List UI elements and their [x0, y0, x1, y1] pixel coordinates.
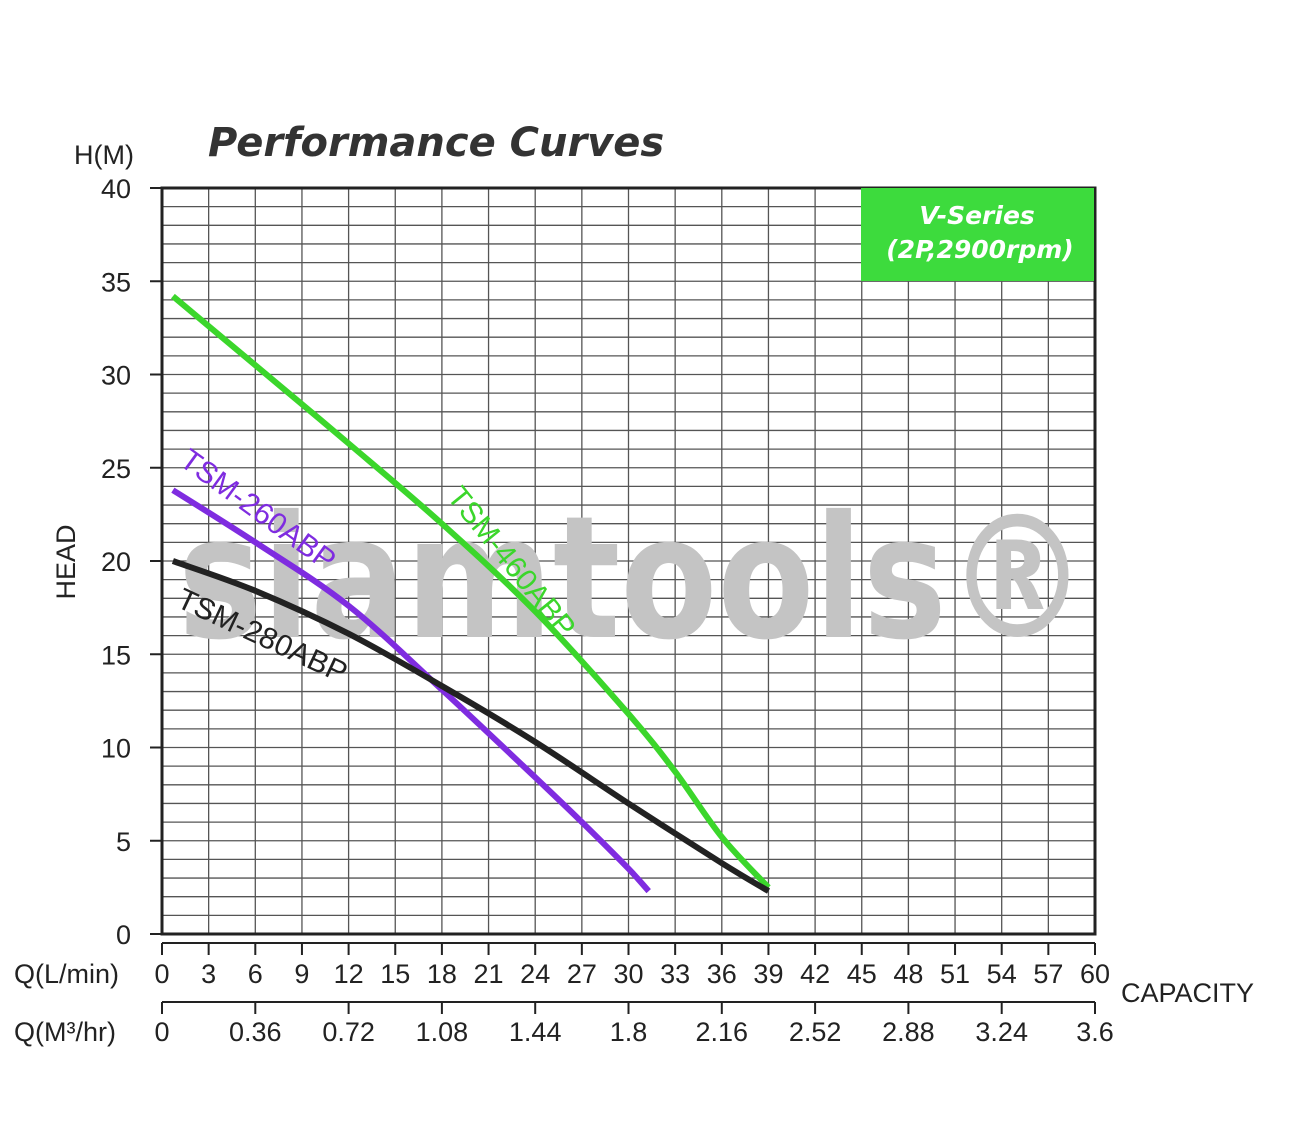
x-tick-label: 39: [753, 959, 783, 989]
x-secondary-axis: 0 0.36 0.72 1.08 1.44 1.8 2.16 2.52 2.88 3.24 3.6: [154, 1001, 1114, 1047]
x-secondary-tick-label: 1.44: [509, 1017, 562, 1047]
x-tick-label: 36: [707, 959, 737, 989]
y-axis-label: HEAD: [51, 524, 81, 599]
x-axis-label: CAPACITY: [1121, 978, 1254, 1008]
x-tick-label: 3: [201, 959, 216, 989]
x-tick-label: 12: [334, 959, 364, 989]
x-tick-label: 60: [1080, 959, 1110, 989]
x-axis: 0 3 6 9 12 15 18 21 24 27 30 33 36 39 42 45 48 51 54 57 60: [154, 942, 1110, 989]
x-secondary-tick-label: 0: [154, 1017, 169, 1047]
x-tick-label: 18: [427, 959, 457, 989]
x-secondary-tick-label: 2.52: [789, 1017, 842, 1047]
y-tick-label: 0: [116, 920, 131, 950]
y-tick-label: 35: [101, 267, 131, 297]
x-tick-label: 45: [847, 959, 877, 989]
series-layer: [170, 293, 771, 894]
series-line-tsm-260abp: [171, 487, 651, 894]
y-unit-label: H(M): [74, 140, 134, 170]
x-secondary-tick-label: 2.88: [882, 1017, 935, 1047]
x-tick-label: 54: [987, 959, 1017, 989]
x-tick-label: 15: [380, 959, 410, 989]
y-tick-label: 40: [101, 174, 131, 204]
x-secondary-tick-label: 2.16: [696, 1017, 749, 1047]
x-tick-label: 21: [474, 959, 504, 989]
x-tick-label: 42: [800, 959, 830, 989]
y-tick-label: 15: [101, 640, 131, 670]
badge-line1: V-Series: [919, 201, 1035, 230]
watermark: siamtools®: [178, 480, 1088, 678]
y-tick-label: 10: [101, 734, 131, 764]
x-secondary-tick-label: 0.72: [322, 1017, 375, 1047]
y-tick-label: 25: [101, 454, 131, 484]
watermark-text: siamtools®: [178, 480, 1088, 678]
badge-line2: (2P,2900rpm): [886, 235, 1073, 264]
x-tick-label: 33: [660, 959, 690, 989]
x-secondary-tick-label: 3.24: [975, 1017, 1028, 1047]
x-tick-label: 30: [613, 959, 643, 989]
x-tick-label: 48: [893, 959, 923, 989]
x-secondary-tick-label: 1.08: [416, 1017, 469, 1047]
series-line-tsm-280abp: [171, 558, 771, 894]
x-secondary-axis-label: Q(M³/hr): [14, 1017, 116, 1047]
y-tick-label: 30: [101, 361, 131, 391]
y-tick-label: 20: [101, 547, 131, 577]
badge-background: [861, 188, 1094, 281]
x-tick-label: 9: [294, 959, 309, 989]
x-tick-label: 6: [248, 959, 263, 989]
x-tick-label: 0: [154, 959, 169, 989]
x-tick-label: 27: [567, 959, 597, 989]
x-secondary-tick-label: 1.8: [610, 1017, 648, 1047]
y-tick-labels: 0 5 10 15 20 25 30 35 40: [101, 174, 162, 950]
x-primary-axis-label: Q(L/min): [14, 959, 119, 989]
chart-title: Performance Curves: [208, 120, 664, 166]
y-tick-label: 5: [116, 827, 131, 857]
series-line-tsm-460abp: [170, 293, 771, 890]
grid: [162, 188, 1095, 934]
x-tick-label: 24: [520, 959, 550, 989]
x-secondary-tick-label: 0.36: [229, 1017, 282, 1047]
x-tick-label: 51: [940, 959, 970, 989]
series-badge: V-Series (2P,2900rpm): [861, 188, 1094, 281]
x-tick-label: 57: [1033, 959, 1063, 989]
x-secondary-tick-label: 3.6: [1076, 1017, 1114, 1047]
